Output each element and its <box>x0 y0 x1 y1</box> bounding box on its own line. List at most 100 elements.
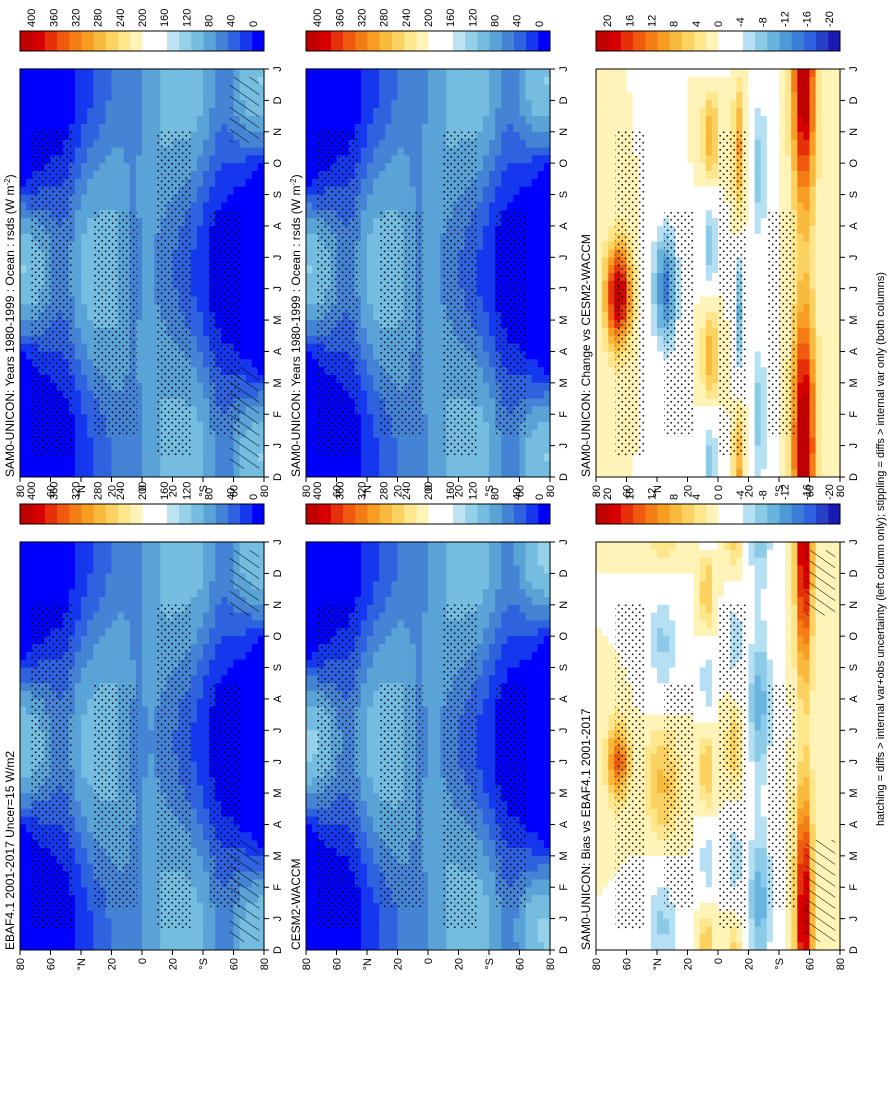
heatmap-cell <box>519 186 527 195</box>
heatmap-cell <box>111 170 119 179</box>
heatmap-cell <box>360 162 368 171</box>
heatmap-cell <box>373 460 380 470</box>
heatmap-cell <box>409 76 417 85</box>
heatmap-cell <box>233 193 241 203</box>
heatmap-cell <box>489 390 496 399</box>
heatmap-cell <box>87 870 94 880</box>
heatmap-cell <box>251 343 259 352</box>
heatmap-cell <box>531 154 539 164</box>
heatmap-cell <box>20 241 27 250</box>
heatmap-cell <box>501 186 508 195</box>
heatmap-cell <box>74 209 82 219</box>
heatmap-cell <box>342 460 350 470</box>
heatmap-cell <box>142 878 149 888</box>
heatmap-cell <box>385 123 393 132</box>
heatmap-cell <box>20 839 27 848</box>
heatmap-cell <box>360 146 368 156</box>
heatmap-cell <box>239 233 247 242</box>
heatmap-cell <box>476 343 484 352</box>
heatmap-cell <box>537 358 545 368</box>
heatmap-cell <box>99 460 107 470</box>
heatmap-cell <box>56 460 64 470</box>
heatmap-cell <box>360 350 368 360</box>
heatmap-cell <box>391 68 399 77</box>
heatmap-cell <box>203 366 210 375</box>
heatmap-cell <box>415 139 423 148</box>
heatmap-cell <box>434 201 441 211</box>
heatmap-cell <box>482 413 490 423</box>
heatmap-cell <box>203 870 210 880</box>
heatmap-cell <box>50 468 58 477</box>
heatmap-cell <box>203 855 210 864</box>
heatmap-cell <box>129 925 137 935</box>
heatmap-cell <box>178 941 186 950</box>
heatmap-cell <box>245 311 253 321</box>
heatmap-cell <box>190 319 198 328</box>
heatmap-cell <box>203 280 210 289</box>
heatmap-cell <box>476 68 484 77</box>
heatmap-cell <box>142 390 149 399</box>
heatmap-cell <box>519 178 527 187</box>
heatmap-cell <box>172 941 180 950</box>
heatmap-cell <box>489 107 496 117</box>
heatmap-cell <box>476 460 484 470</box>
heatmap-cell <box>74 870 82 880</box>
heatmap-cell <box>93 201 100 211</box>
heatmap-cell <box>245 272 253 281</box>
heatmap-cell <box>373 264 380 273</box>
heatmap-cell <box>74 350 82 360</box>
heatmap-cell <box>184 91 192 101</box>
heatmap-cell <box>428 272 435 281</box>
heatmap-cell <box>470 115 478 124</box>
heatmap-cell <box>142 405 149 415</box>
heatmap-cell <box>409 123 417 132</box>
heatmap-cell <box>81 468 88 477</box>
heatmap-cell <box>142 358 149 368</box>
heatmap-cell <box>489 193 496 203</box>
heatmap-cell <box>367 115 374 124</box>
heatmap-cell <box>20 295 27 305</box>
heatmap-cell <box>142 816 149 825</box>
heatmap-cell <box>239 146 247 156</box>
heatmap-cell <box>379 201 386 211</box>
heatmap-cell <box>20 831 27 841</box>
heatmap-cell <box>105 154 113 164</box>
x-tick-label: J <box>272 443 284 449</box>
heatmap-cell <box>476 303 484 313</box>
heatmap-cell <box>135 162 143 171</box>
heatmap-cell <box>397 99 405 109</box>
heatmap-cell <box>525 382 533 391</box>
heatmap-cell <box>476 107 484 117</box>
heatmap-cell <box>519 445 527 454</box>
heatmap-cell <box>306 123 313 132</box>
heatmap-cell <box>184 941 192 950</box>
heatmap-cell <box>446 115 454 124</box>
heatmap-cell <box>81 303 88 313</box>
heatmap-cell <box>196 295 204 305</box>
heatmap-cell <box>257 272 265 281</box>
heatmap-cell <box>330 468 338 477</box>
heatmap-cell <box>203 319 210 328</box>
heatmap-cell <box>87 319 94 328</box>
heatmap-cell <box>142 941 149 950</box>
heatmap-cell <box>44 460 52 470</box>
heatmap-cell <box>20 225 27 234</box>
heatmap-cell <box>367 193 374 203</box>
heatmap-cell <box>367 358 374 368</box>
heatmap-cell <box>87 941 94 950</box>
heatmap-cell <box>148 902 155 911</box>
heatmap-cell <box>476 390 484 399</box>
heatmap-cell <box>129 186 137 195</box>
heatmap-cell <box>87 241 94 250</box>
heatmap-cell <box>239 272 247 281</box>
heatmap-cell <box>373 186 380 195</box>
heatmap-cell <box>397 193 405 203</box>
heatmap-cell <box>93 123 100 132</box>
heatmap-cell <box>440 76 447 85</box>
heatmap-cell <box>245 162 253 171</box>
heatmap-cell <box>87 397 94 407</box>
heatmap-cell <box>421 421 429 430</box>
heatmap-cell <box>428 327 435 336</box>
heatmap-cell <box>123 170 131 179</box>
heatmap-cell <box>93 170 100 179</box>
